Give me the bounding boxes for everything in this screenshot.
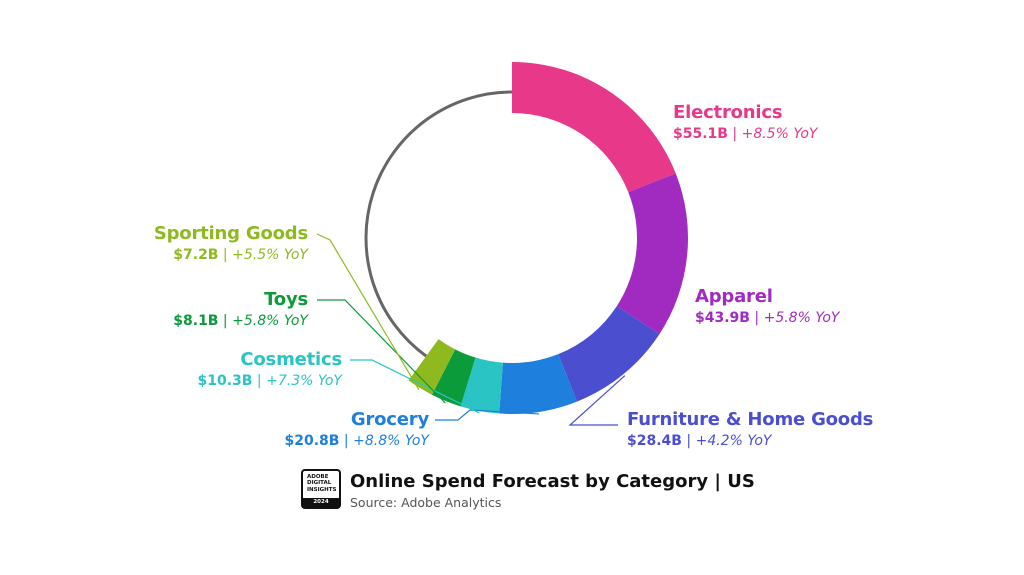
leader-furniture-home-goods [568,375,626,426]
slice-furniture-home-goods [558,306,660,402]
slice-toys [431,349,476,407]
leader-sporting-goods [316,233,420,391]
label-toys: Toys $8.1B | +5.8% YoY [173,289,308,329]
label-grocery: Grocery $20.8B | +8.8% YoY [284,409,430,449]
slice-sporting-goods [408,339,456,395]
label-apparel-name: Apparel [695,286,773,307]
slice-grocery [499,354,577,414]
label-furniture-yoy: +4.2% YoY [695,433,772,449]
logo-line-2: DIGITAL [307,480,332,487]
slice-electronics [512,62,676,193]
label-grocery-name: Grocery [350,409,429,430]
label-toys-yoy: +5.8% YoY [232,313,308,329]
leader-toys [317,299,446,404]
label-toys-name: Toys [264,289,308,310]
logo-year: 2024 [303,498,339,507]
slice-cosmetics [460,357,503,414]
label-cosmetics-name: Cosmetics [240,349,342,370]
label-sporting-goods-yoy: +5.5% YoY [232,247,308,263]
label-electronics: Electronics $55.1B | +8.5% YoY [673,102,818,142]
label-apparel-yoy: +5.8% YoY [763,310,840,326]
slice-apparel [616,173,688,334]
logo-line-1: ADOBE [307,474,329,480]
label-sporting-goods: Sporting Goods $7.2B | +5.5% YoY [153,223,308,263]
label-apparel-value: $43.9B [695,310,750,326]
label-grocery-value: $20.8B [284,433,340,449]
logo-line-3: INSIGHTS [307,486,337,493]
label-sporting-goods-name: Sporting Goods [153,223,308,244]
label-cosmetics: Cosmetics $10.3B | +7.3% YoY [197,349,343,389]
label-furniture-name: Furniture & Home Goods [627,409,874,430]
chart-source: Source: Adobe Analytics [350,495,502,510]
adobe-digital-insights-logo: ADOBE DIGITAL INSIGHTS 2024 [301,469,341,509]
label-sporting-goods-value: $7.2B [173,247,219,263]
chart-title: Online Spend Forecast by Category | US [350,471,755,492]
remainder-ring [364,90,513,358]
label-cosmetics-yoy: +7.3% YoY [266,373,342,389]
label-cosmetics-value: $10.3B [197,373,253,389]
label-furniture: Furniture & Home Goods $28.4B | +4.2% Yo… [627,409,874,449]
label-electronics-yoy: +8.5% YoY [741,126,818,142]
label-electronics-value: $55.1B [673,126,728,142]
label-furniture-value: $28.4B [627,433,682,449]
leader-grocery [435,409,540,421]
label-grocery-yoy: +8.8% YoY [353,433,429,449]
leader-cosmetics [350,359,480,414]
label-apparel: Apparel $43.9B | +5.8% YoY [695,286,840,326]
leader-lines [316,233,626,426]
label-toys-value: $8.1B [173,313,219,329]
label-electronics-name: Electronics [673,102,783,123]
donut-slices [364,62,688,414]
